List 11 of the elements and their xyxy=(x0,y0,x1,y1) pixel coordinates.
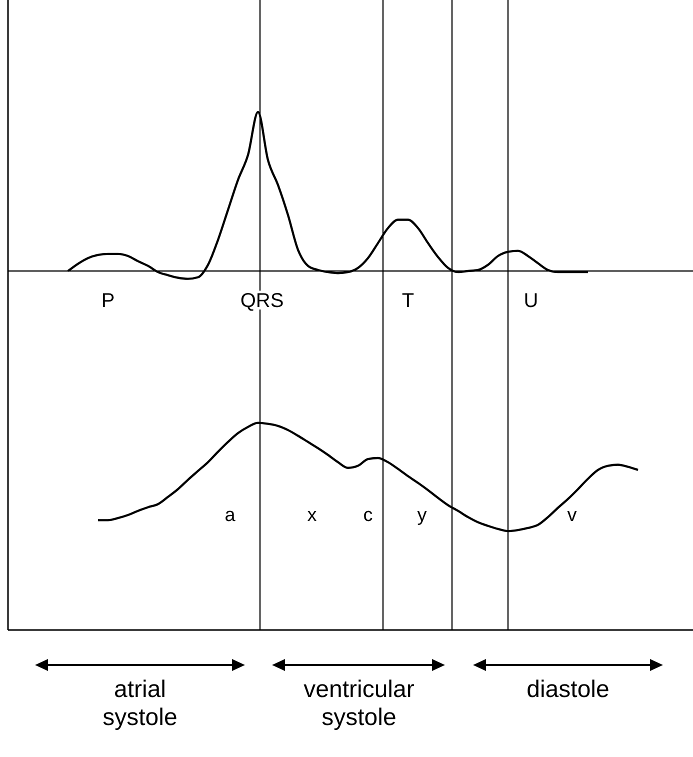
annotation: U xyxy=(524,290,538,312)
annotation: P xyxy=(101,290,115,312)
annotation: c xyxy=(363,505,373,526)
text: diastole xyxy=(526,676,610,703)
annotation: v xyxy=(567,505,578,526)
annotation: T xyxy=(402,290,414,312)
annotation: x xyxy=(307,505,318,526)
text: atrial systole xyxy=(102,676,178,731)
annotation: a xyxy=(224,505,236,526)
text: ventricular systole xyxy=(304,676,414,731)
annotation: y xyxy=(417,505,428,526)
